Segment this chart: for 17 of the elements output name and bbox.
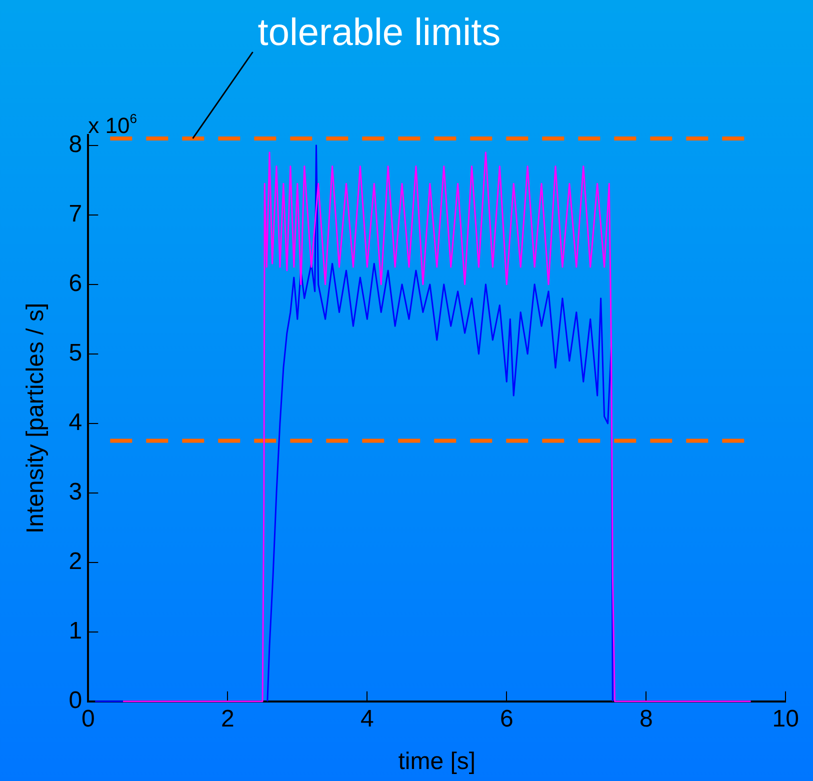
y-tick-label: 8 (68, 131, 82, 158)
y-axis-title: Intensity [particles / s] (22, 302, 50, 534)
x-tick-label: 8 (639, 705, 653, 732)
y-tick-label: 3 (68, 478, 82, 506)
x-tick-label: 4 (360, 705, 374, 732)
x-tick-label: 2 (220, 705, 234, 732)
x-tick-label: 6 (500, 705, 514, 732)
x-axis-title: time [s] (398, 748, 476, 776)
y-tick-label: 7 (68, 200, 82, 228)
y-tick-label: 0 (68, 687, 82, 714)
y-tick-label: 5 (68, 340, 82, 367)
y-tick-label: 2 (68, 548, 82, 576)
y-tick-label: 1 (68, 618, 82, 645)
annotation: tolerable limits (258, 12, 501, 54)
x-tick-label: 10 (772, 705, 800, 732)
y-tick-label: 6 (68, 270, 82, 298)
y-tick-label: 4 (68, 409, 82, 436)
